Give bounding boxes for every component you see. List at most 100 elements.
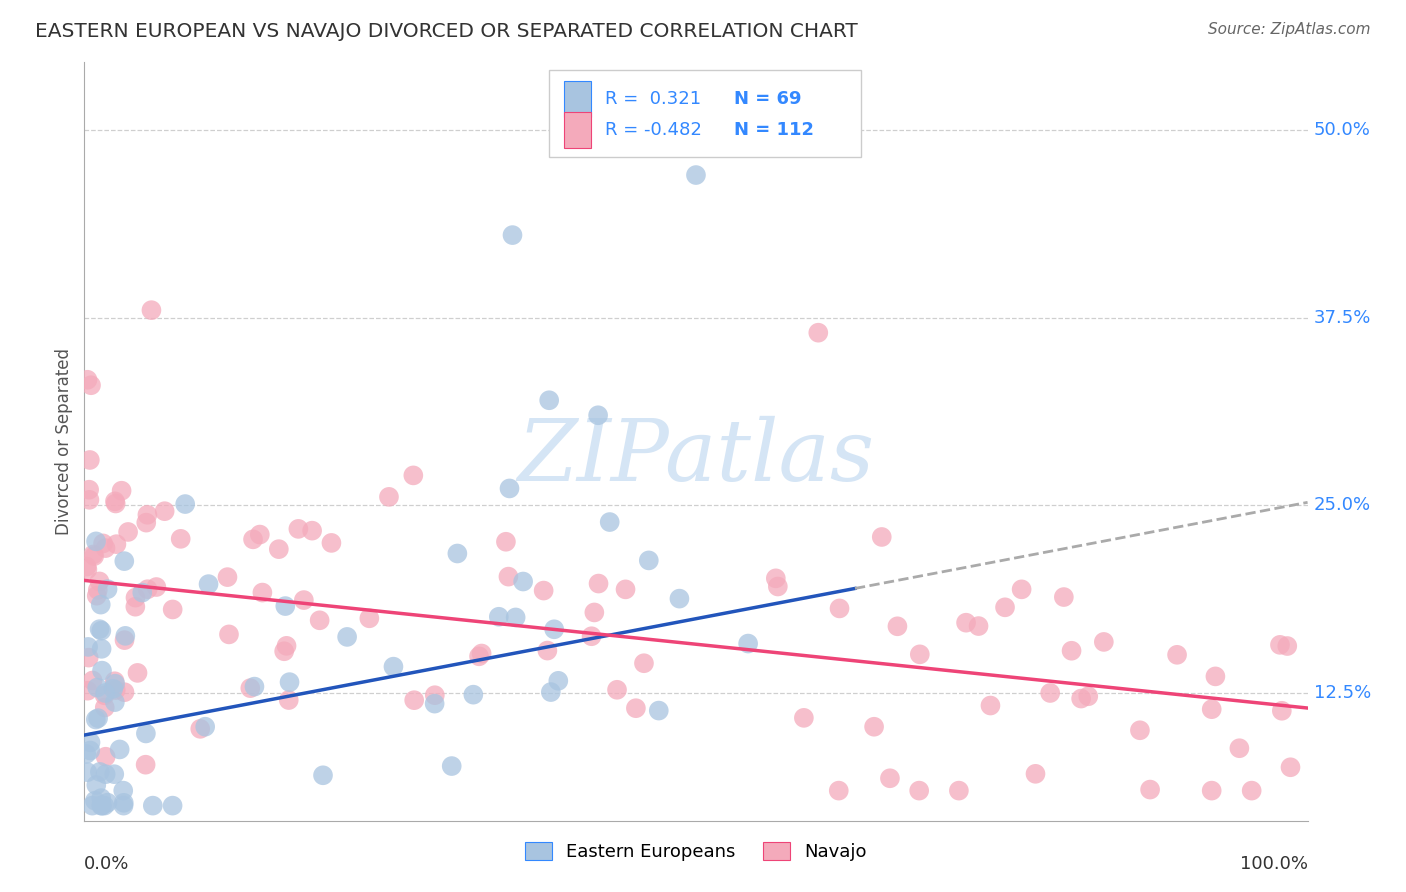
- Point: [239, 681, 262, 695]
- FancyBboxPatch shape: [550, 70, 860, 157]
- Point: [112, 783, 135, 797]
- Point: [765, 571, 787, 585]
- Point: [614, 582, 637, 597]
- Point: [94, 541, 117, 555]
- Point: [94, 686, 117, 700]
- Point: [90, 624, 112, 638]
- Point: [103, 681, 125, 696]
- Point: [104, 676, 127, 690]
- Point: [84, 534, 107, 549]
- Point: [141, 303, 163, 318]
- Point: [583, 606, 606, 620]
- Point: [1229, 741, 1251, 756]
- Point: [543, 622, 565, 636]
- Text: 37.5%: 37.5%: [1313, 309, 1371, 326]
- Point: [84, 778, 107, 792]
- Point: [103, 767, 125, 781]
- Point: [110, 483, 132, 498]
- Point: [243, 680, 266, 694]
- Point: [278, 675, 301, 690]
- Point: [217, 570, 239, 584]
- Point: [423, 697, 446, 711]
- Point: [1268, 638, 1291, 652]
- Point: [886, 619, 908, 633]
- Point: [505, 610, 527, 624]
- Point: [90, 641, 112, 656]
- Point: [75, 747, 97, 761]
- Point: [321, 536, 343, 550]
- Point: [90, 598, 112, 612]
- Point: [793, 711, 815, 725]
- Point: [77, 483, 100, 497]
- Point: [104, 496, 127, 510]
- Point: [170, 532, 193, 546]
- Point: [89, 622, 111, 636]
- Point: [828, 601, 851, 615]
- Point: [1129, 723, 1152, 738]
- Point: [685, 168, 707, 182]
- Point: [112, 796, 135, 810]
- Point: [91, 664, 114, 678]
- Point: [336, 630, 359, 644]
- Legend: Eastern Europeans, Navajo: Eastern Europeans, Navajo: [517, 835, 875, 869]
- Point: [807, 326, 830, 340]
- Text: Source: ZipAtlas.com: Source: ZipAtlas.com: [1208, 22, 1371, 37]
- FancyBboxPatch shape: [564, 80, 591, 117]
- Text: 50.0%: 50.0%: [1313, 121, 1371, 139]
- Point: [1011, 582, 1033, 597]
- Point: [112, 798, 135, 813]
- Point: [308, 613, 330, 627]
- Point: [162, 798, 184, 813]
- Point: [547, 673, 569, 688]
- Point: [76, 765, 98, 780]
- Point: [124, 591, 146, 605]
- Point: [540, 685, 562, 699]
- Point: [136, 508, 159, 522]
- Point: [287, 522, 309, 536]
- Text: N = 69: N = 69: [734, 90, 801, 108]
- Point: [242, 533, 264, 547]
- Y-axis label: Divorced or Separated: Divorced or Separated: [55, 348, 73, 535]
- Point: [93, 689, 115, 703]
- Point: [446, 547, 468, 561]
- Point: [82, 548, 104, 562]
- Point: [252, 585, 274, 599]
- Point: [249, 527, 271, 541]
- Point: [89, 574, 111, 589]
- Point: [581, 629, 603, 643]
- Point: [1139, 782, 1161, 797]
- Point: [114, 633, 136, 648]
- Point: [586, 409, 609, 423]
- Point: [1279, 760, 1302, 774]
- Point: [512, 574, 534, 589]
- Point: [136, 582, 159, 597]
- Point: [468, 649, 491, 664]
- Point: [90, 798, 112, 813]
- Point: [97, 796, 120, 810]
- Point: [471, 647, 494, 661]
- Point: [292, 593, 315, 607]
- Point: [104, 695, 127, 709]
- Point: [114, 685, 136, 699]
- Point: [423, 688, 446, 702]
- Point: [131, 585, 153, 599]
- Text: ZIPatlas: ZIPatlas: [517, 416, 875, 498]
- Text: 0.0%: 0.0%: [84, 855, 129, 872]
- Point: [142, 798, 165, 813]
- Point: [1240, 783, 1263, 797]
- Point: [648, 704, 671, 718]
- Point: [127, 665, 149, 680]
- Point: [135, 726, 157, 740]
- Point: [80, 378, 103, 392]
- Point: [828, 783, 851, 797]
- Point: [402, 468, 425, 483]
- Point: [1277, 639, 1299, 653]
- Point: [870, 530, 893, 544]
- Point: [87, 711, 110, 725]
- Point: [633, 657, 655, 671]
- Point: [86, 589, 108, 603]
- Point: [153, 504, 176, 518]
- Point: [1204, 669, 1226, 683]
- Point: [218, 627, 240, 641]
- Point: [588, 576, 610, 591]
